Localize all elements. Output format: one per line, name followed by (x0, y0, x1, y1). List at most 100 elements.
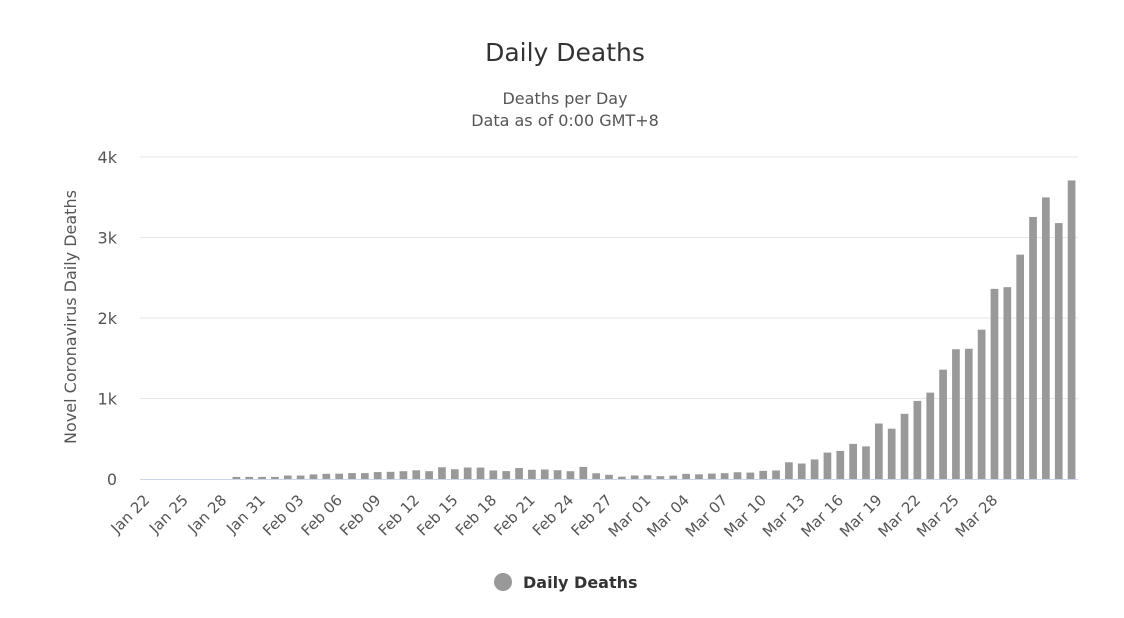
y-axis-ticks: 0 1k 2k 3k 4k (98, 148, 118, 489)
x-tick-label: Jan 28 (184, 491, 231, 538)
bar[interactable] (373, 472, 382, 479)
bar[interactable] (1003, 287, 1012, 479)
bar[interactable] (553, 470, 562, 479)
legend-marker-icon (494, 573, 512, 591)
legend[interactable]: Daily Deaths (494, 570, 638, 594)
x-tick-label: Mar 04 (643, 491, 693, 541)
bar[interactable] (425, 471, 433, 479)
bar[interactable] (232, 476, 241, 479)
bar[interactable] (733, 472, 742, 479)
bar[interactable] (617, 476, 626, 479)
bar[interactable] (502, 471, 511, 479)
bar[interactable] (669, 475, 678, 479)
bar[interactable] (707, 473, 716, 479)
x-tick-label: Mar 19 (836, 491, 886, 541)
bar[interactable] (630, 475, 639, 479)
y-tick-label: 0 (107, 470, 117, 489)
bar[interactable] (245, 476, 254, 479)
x-tick-label: Feb 06 (298, 491, 346, 539)
bar[interactable] (862, 446, 870, 479)
bar[interactable] (361, 473, 369, 479)
x-tick-label: Feb 03 (259, 491, 307, 539)
bar[interactable] (900, 413, 909, 479)
bar[interactable] (283, 475, 292, 479)
bar[interactable] (746, 472, 755, 479)
bar[interactable] (528, 469, 536, 479)
x-tick-label: Jan 22 (107, 491, 154, 538)
bar[interactable] (913, 400, 922, 479)
bar[interactable] (296, 475, 305, 479)
chart-subtitle-line-1: Deaths per Day (502, 89, 628, 108)
gridlines (140, 156, 1078, 399)
bar[interactable] (823, 452, 832, 479)
bar[interactable] (1054, 223, 1063, 479)
bar[interactable] (579, 466, 588, 479)
bar[interactable] (772, 470, 780, 479)
x-tick-label: Mar 13 (759, 491, 809, 541)
x-tick-label: Mar 28 (952, 491, 1002, 541)
bar[interactable] (1016, 254, 1025, 479)
bar[interactable] (887, 428, 896, 479)
bar[interactable] (335, 473, 344, 479)
bar[interactable] (759, 470, 768, 479)
bar[interactable] (605, 474, 613, 479)
bar[interactable] (322, 473, 331, 479)
y-axis-label: Novel Coronavirus Daily Deaths (61, 190, 80, 444)
bar[interactable] (489, 470, 498, 479)
x-tick-label: Feb 18 (452, 491, 500, 539)
bar[interactable] (1042, 197, 1050, 479)
bar[interactable] (540, 469, 549, 480)
x-tick-label: Jan 25 (145, 491, 192, 538)
chart-subtitle: Deaths per Day Data as of 0:00 GMT+8 (0, 88, 1124, 132)
bar[interactable] (797, 463, 806, 479)
bar[interactable] (682, 473, 690, 479)
bar[interactable] (450, 469, 459, 479)
x-tick-label: Mar 01 (605, 491, 655, 541)
bar[interactable] (964, 348, 973, 479)
bar[interactable] (438, 467, 446, 479)
x-tick-label: Feb 09 (336, 491, 384, 539)
bar[interactable] (836, 450, 845, 479)
chart-title: Daily Deaths (485, 38, 645, 67)
bar[interactable] (695, 474, 703, 479)
bar[interactable] (720, 473, 729, 479)
bar-series (232, 180, 1076, 480)
bar[interactable] (810, 459, 819, 479)
bar[interactable] (386, 471, 395, 479)
x-tick-label: Mar 25 (913, 491, 963, 541)
bar[interactable] (1067, 180, 1076, 479)
x-tick-label: Mar 07 (682, 491, 732, 541)
bar[interactable] (874, 423, 883, 479)
bar[interactable] (1029, 216, 1037, 479)
bar[interactable] (348, 473, 356, 479)
bar[interactable] (643, 475, 652, 479)
bar[interactable] (939, 369, 947, 479)
bar[interactable] (476, 467, 485, 479)
bar[interactable] (990, 288, 999, 479)
bar[interactable] (849, 443, 857, 479)
bar[interactable] (952, 349, 960, 479)
bar[interactable] (926, 392, 935, 479)
x-tick-label: Feb 12 (375, 491, 423, 539)
bar[interactable] (592, 473, 601, 479)
legend-label: Daily Deaths (523, 572, 638, 592)
x-tick-label: Feb 21 (490, 491, 538, 539)
bar[interactable] (515, 468, 523, 479)
bar[interactable] (977, 329, 986, 479)
x-tick-label: Feb 24 (529, 491, 577, 539)
x-tick-label: Mar 10 (720, 491, 770, 541)
bar[interactable] (785, 462, 793, 479)
bar[interactable] (463, 467, 472, 479)
bar[interactable] (258, 476, 266, 479)
bar[interactable] (412, 470, 421, 479)
bar[interactable] (309, 474, 318, 479)
bar[interactable] (399, 471, 408, 479)
chart-subtitle-line-2: Data as of 0:00 GMT+8 (471, 111, 659, 130)
x-tick-label: Mar 16 (798, 491, 848, 541)
bar[interactable] (566, 471, 575, 479)
bar[interactable] (271, 476, 279, 479)
bar[interactable] (656, 476, 665, 479)
